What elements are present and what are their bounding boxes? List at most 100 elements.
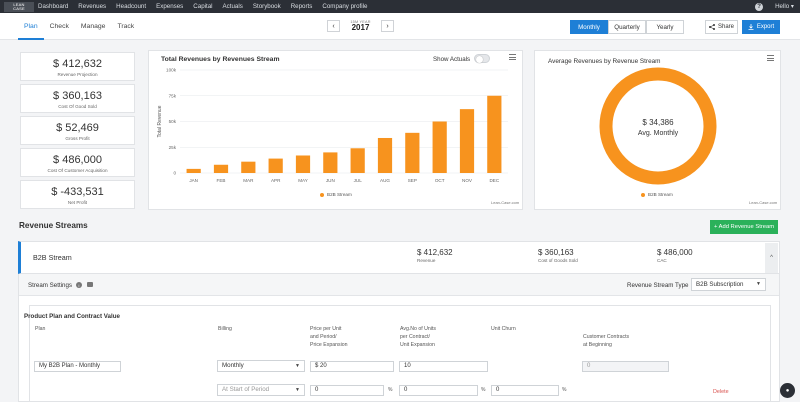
donut-slice-b2b-stream[interactable] <box>599 67 717 185</box>
stream-type-label: Revenue Stream Type <box>627 282 689 289</box>
nav-actuals[interactable]: Actuals <box>222 3 243 10</box>
avg-units-input[interactable]: 10 <box>399 361 488 372</box>
bar-chart-legend[interactable]: B2B Stream <box>320 192 352 197</box>
column-header-contracts: Customer Contracts at Beginning <box>583 334 630 348</box>
price-expansion-input[interactable]: 0 <box>310 385 384 396</box>
collapse-stream-button[interactable]: ^ <box>765 243 778 273</box>
kpi-label: Cost Of Good Sold <box>58 104 97 109</box>
info-icon[interactable]: i <box>76 282 82 288</box>
stream-settings-card: Stream Settings i Revenue Stream Type B2… <box>18 274 780 402</box>
y-axis-title: Total Revenue <box>157 105 163 137</box>
show-actuals-toggle[interactable] <box>474 54 490 63</box>
donut-center-value: $ 34,386 <box>642 118 674 127</box>
revenue-bar-chart: Total Revenue 0 25k 50k 75k 100k JAN FEB MAR APR M… <box>157 68 508 183</box>
nav-expenses[interactable]: Expenses <box>156 3 184 10</box>
add-revenue-stream-button[interactable]: + Add Revenue Stream <box>710 220 778 234</box>
period-yearly-button[interactable]: Yearly <box>646 20 684 34</box>
kpi-revenue-projection: $ 412,632 Revenue Projection <box>20 52 135 81</box>
plan-name-input[interactable]: My B2B Plan - Monthly <box>34 361 121 372</box>
bar-oct[interactable] <box>432 121 447 174</box>
customer-contracts-input[interactable]: 0 <box>582 361 669 372</box>
x-tick-label: JUN <box>326 178 335 183</box>
kpi-label: Revenue Projection <box>57 72 98 77</box>
period-monthly-button[interactable]: Monthly <box>570 20 608 34</box>
chat-bubble-icon[interactable]: ● <box>780 383 795 398</box>
nav-headcount[interactable]: Headcount <box>116 3 147 10</box>
bar-dec[interactable] <box>487 95 502 173</box>
tab-track[interactable]: Track <box>117 23 135 30</box>
share-button[interactable]: Share <box>705 20 738 34</box>
x-tick-label: MAY <box>298 178 308 183</box>
unit-churn-input[interactable]: 0 <box>491 385 559 396</box>
bar-nov[interactable] <box>459 109 475 173</box>
x-tick-label: APR <box>271 178 281 183</box>
donut-chart-menu-icon[interactable] <box>767 55 774 61</box>
lean-case-logo[interactable]: LEAN CASE <box>4 0 34 13</box>
column-header-billing: Billing <box>218 326 232 332</box>
x-tick-label: JAN <box>189 178 198 183</box>
bar-jan[interactable] <box>186 168 201 173</box>
billing-timing-value: At Start of Period <box>222 386 270 393</box>
bar-aug[interactable] <box>377 137 393 173</box>
percent-suffix: % <box>481 387 486 393</box>
bar-chart-title: Total Revenues by Revenues Stream <box>161 56 280 63</box>
x-tick-label: SEP <box>408 178 417 183</box>
y-tick-label: 75k <box>169 93 177 98</box>
metric-value: $ 412,632 <box>417 248 453 257</box>
y-tick-label: 50k <box>169 119 177 124</box>
export-button[interactable]: Export <box>742 20 780 34</box>
bar-jul[interactable] <box>350 148 365 173</box>
prev-year-button[interactable]: ‹ <box>327 20 340 32</box>
x-tick-label: JUL <box>354 178 363 183</box>
help-icon[interactable]: ? <box>755 2 764 11</box>
period-toggle: Monthly Quarterly Yearly <box>570 20 684 34</box>
column-header-unit-churn: Unit Churn <box>491 326 516 332</box>
period-quarterly-button[interactable]: Quarterly <box>608 20 646 34</box>
nav-reports[interactable]: Reports <box>290 3 313 10</box>
percent-suffix: % <box>562 387 567 393</box>
b2b-stream-card[interactable]: B2B Stream $ 412,632 Revenue $ 360,163 C… <box>18 241 780 274</box>
bar-jun[interactable] <box>323 152 338 173</box>
metric-label: Revenue <box>417 258 436 263</box>
bar-chart-menu-icon[interactable] <box>509 54 516 60</box>
bar-mar[interactable] <box>241 161 256 173</box>
bar-apr[interactable] <box>268 158 283 173</box>
tab-manage[interactable]: Manage <box>80 23 106 30</box>
nav-dashboard[interactable]: Dashboard <box>38 3 69 10</box>
y-tick-label: 0 <box>173 171 176 176</box>
stream-type-select[interactable]: B2B Subscription ▼ <box>691 278 766 291</box>
kpi-value: $ 412,632 <box>53 58 102 70</box>
bar-sep[interactable] <box>405 132 420 173</box>
unit-expansion-input[interactable]: 0 <box>399 385 478 396</box>
nav-storybook[interactable]: Storybook <box>252 3 281 10</box>
bar-feb[interactable] <box>213 164 229 173</box>
delete-plan-link[interactable]: Delete <box>713 389 729 395</box>
stream-type-value: B2B Subscription <box>696 281 744 288</box>
donut-center-label: Avg. Monthly <box>638 130 679 137</box>
billing-value: Monthly <box>222 362 244 369</box>
logo-text: LEAN CASE <box>4 1 34 12</box>
sub-toolbar: Plan Check Manage Track ‹ 15M YEAR 2017 … <box>0 13 800 40</box>
video-icon[interactable] <box>87 282 93 287</box>
metric-label: CAC <box>657 258 667 263</box>
year-value: 2017 <box>351 23 370 32</box>
donut-legend[interactable]: B2B Stream <box>641 192 673 197</box>
tab-plan[interactable]: Plan <box>18 13 44 40</box>
next-year-button[interactable]: › <box>381 20 394 32</box>
bar-may[interactable] <box>295 155 311 173</box>
tab-check[interactable]: Check <box>49 23 69 30</box>
kpi-label: Cost Of Customer Acquisition <box>47 168 108 173</box>
kpi-cost-of-goods-sold: $ 360,163 Cost Of Good Sold <box>20 84 135 113</box>
percent-suffix: % <box>388 387 393 393</box>
billing-select[interactable]: Monthly ▼ <box>217 360 305 372</box>
nav-revenues[interactable]: Revenues <box>78 3 107 10</box>
billing-timing-select[interactable]: At Start of Period ▼ <box>217 384 305 396</box>
x-tick-label: FEB <box>217 178 226 183</box>
nav-capital[interactable]: Capital <box>193 3 213 10</box>
price-per-unit-input[interactable]: $ 20 <box>310 361 394 372</box>
donut-chart-title: Average Revenues by Revenue Stream <box>548 58 661 65</box>
user-greeting: Hello <box>775 3 790 10</box>
nav-company-profile[interactable]: Company profile <box>322 3 368 10</box>
user-menu[interactable]: Hello ▾ <box>775 3 794 10</box>
stream-metric-cogs: $ 360,163 Cost of Goods Sold <box>538 248 578 263</box>
